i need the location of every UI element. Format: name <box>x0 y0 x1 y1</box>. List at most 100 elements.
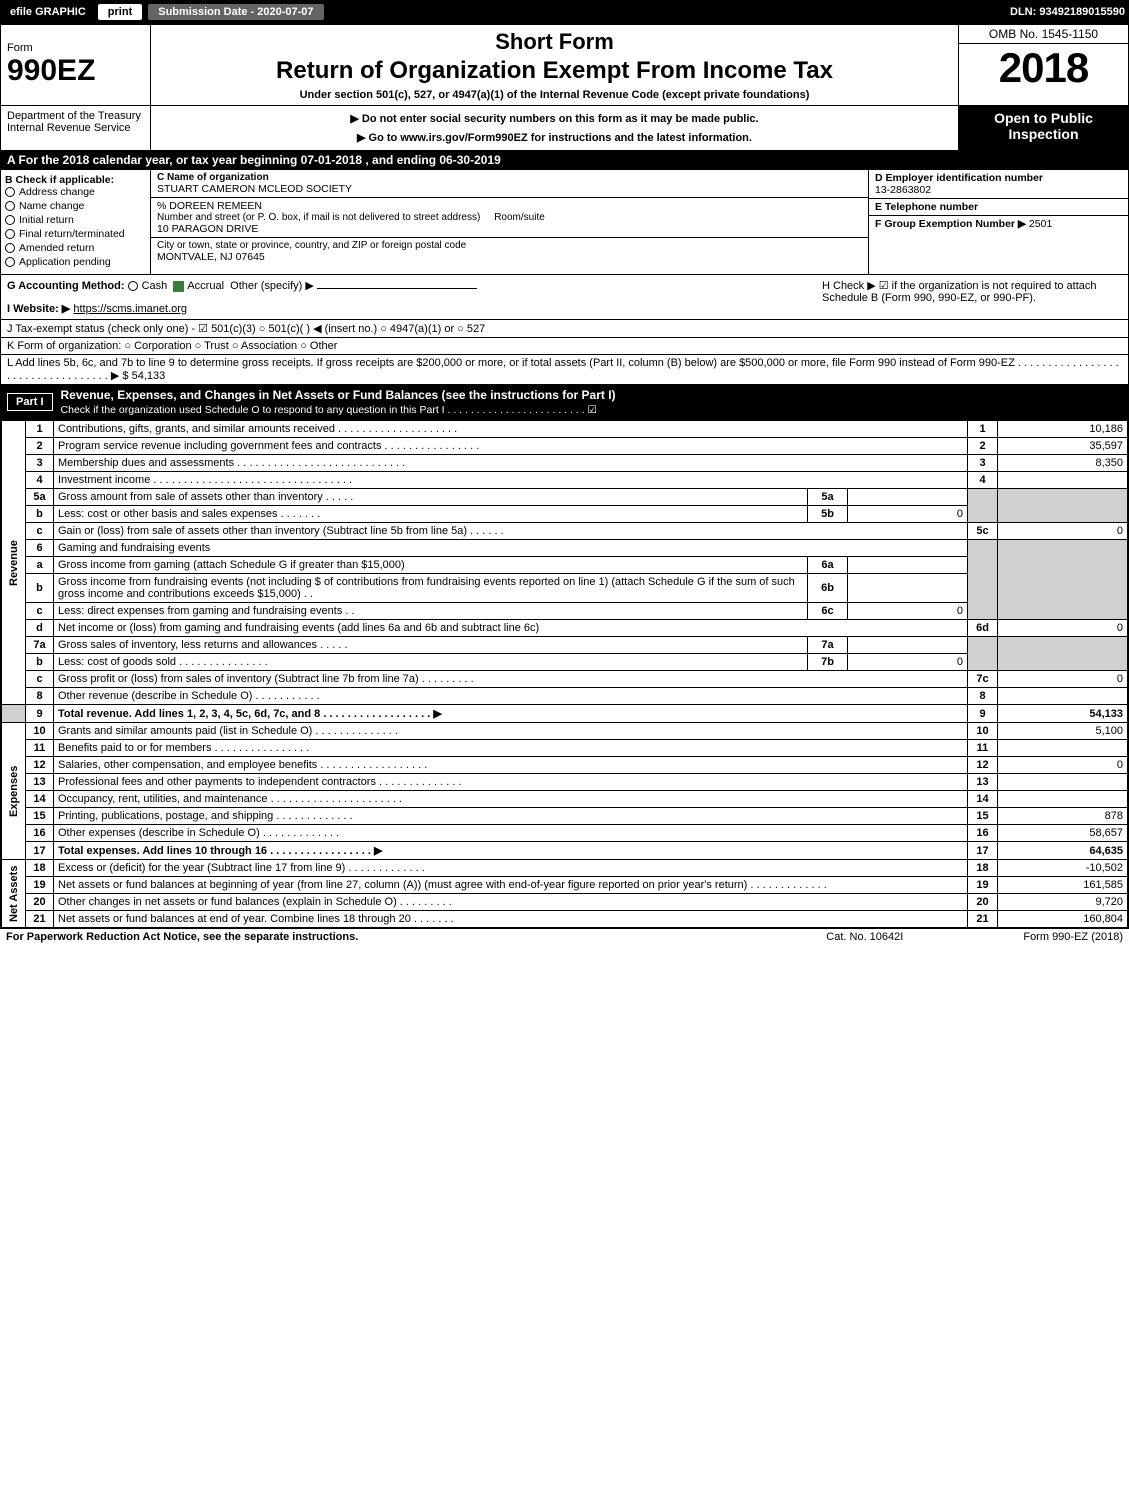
line-4-num: 4 <box>26 472 54 489</box>
line-15-rnum: 15 <box>968 808 998 825</box>
org-name-label: C Name of organization <box>157 172 862 183</box>
line-7c-desc: Gross profit or (loss) from sales of inv… <box>54 671 968 688</box>
street-address: 10 PARAGON DRIVE <box>157 223 862 235</box>
line-8-rnum: 8 <box>968 688 998 705</box>
section-k: K Form of organization: ○ Corporation ○ … <box>1 338 1128 355</box>
line-13-desc: Professional fees and other payments to … <box>54 774 968 791</box>
line-6c-ival: 0 <box>848 603 968 620</box>
line-6b-ival <box>848 574 968 603</box>
dln-number: DLN: 93492189015590 <box>1010 6 1125 18</box>
website-link[interactable]: https://scms.imanet.org <box>73 303 187 315</box>
grey-7ab-val <box>998 637 1128 671</box>
part-i-check-line: Check if the organization used Schedule … <box>61 404 597 416</box>
form-number: 990EZ <box>7 54 144 88</box>
grey-5ab <box>968 489 998 523</box>
line-12-rnum: 12 <box>968 757 998 774</box>
chk-address-change[interactable]: Address change <box>5 186 146 198</box>
line-1-rnum: 1 <box>968 421 998 438</box>
print-button[interactable]: print <box>98 4 142 20</box>
revenue-side-label: Revenue <box>2 421 26 705</box>
ssn-notice: ▶ Do not enter social security numbers o… <box>157 112 952 125</box>
topbar: efile GRAPHIC print Submission Date - 20… <box>0 0 1129 24</box>
line-5c-val: 0 <box>998 523 1128 540</box>
group-exemption-label: F Group Exemption Number ▶ <box>875 218 1026 230</box>
department-box: Department of the Treasury Internal Reve… <box>1 106 151 150</box>
inspection-box: Open to Public Inspection <box>958 106 1128 150</box>
line-19-desc: Net assets or fund balances at beginning… <box>54 877 968 894</box>
line-12-num: 12 <box>26 757 54 774</box>
line-6d-num: d <box>26 620 54 637</box>
accrual-label: Accrual <box>187 280 224 292</box>
city-label: City or town, state or province, country… <box>157 240 862 251</box>
line-12-desc: Salaries, other compensation, and employ… <box>54 757 968 774</box>
street-label: Number and street (or P. O. box, if mail… <box>157 212 480 223</box>
line-16-num: 16 <box>26 825 54 842</box>
header-row-2: Department of the Treasury Internal Reve… <box>1 106 1128 151</box>
section-g: G Accounting Method: Cash Accrual Other … <box>7 279 822 315</box>
notices-box: ▶ Do not enter social security numbers o… <box>151 106 958 150</box>
line-6b-desc: Gross income from fundraising events (no… <box>54 574 808 603</box>
line-11-desc: Benefits paid to or for members . . . . … <box>54 740 968 757</box>
line-1-num: 1 <box>26 421 54 438</box>
line-7b-desc: Less: cost of goods sold . . . . . . . .… <box>54 654 808 671</box>
expenses-side-label: Expenses <box>2 723 26 860</box>
line-5b-desc: Less: cost or other basis and sales expe… <box>54 506 808 523</box>
line-10-rnum: 10 <box>968 723 998 740</box>
chk-application-pending[interactable]: Application pending <box>5 256 146 268</box>
line-2-num: 2 <box>26 438 54 455</box>
line-3-rnum: 3 <box>968 455 998 472</box>
chk-final-return[interactable]: Final return/terminated <box>5 228 146 240</box>
chk-name-change[interactable]: Name change <box>5 200 146 212</box>
line-12-val: 0 <box>998 757 1128 774</box>
section-b-label: B Check if applicable: <box>5 174 146 186</box>
line-11-num: 11 <box>26 740 54 757</box>
submission-date: Submission Date - 2020-07-07 <box>148 4 323 20</box>
line-13-val <box>998 774 1128 791</box>
section-h: H Check ▶ ☑ if the organization is not r… <box>822 279 1122 315</box>
line-1-val: 10,186 <box>998 421 1128 438</box>
line-2-val: 35,597 <box>998 438 1128 455</box>
grey-6abc-val <box>998 540 1128 620</box>
line-2-rnum: 2 <box>968 438 998 455</box>
line-18-desc: Excess or (deficit) for the year (Subtra… <box>54 860 968 877</box>
revenue-total-spacer <box>2 705 26 723</box>
line-11-val <box>998 740 1128 757</box>
line-6c-inum: 6c <box>808 603 848 620</box>
line-7b-ival: 0 <box>848 654 968 671</box>
line-9-desc: Total revenue. Add lines 1, 2, 3, 4, 5c,… <box>54 705 968 723</box>
line-11-rnum: 11 <box>968 740 998 757</box>
line-20-rnum: 20 <box>968 894 998 911</box>
line-21-rnum: 21 <box>968 911 998 928</box>
line-5a-desc: Gross amount from sale of assets other t… <box>54 489 808 506</box>
form-body: Form 990EZ Short Form Return of Organiza… <box>0 24 1129 929</box>
grey-6abc <box>968 540 998 620</box>
part-i-tag: Part I <box>7 393 53 411</box>
chk-initial-return[interactable]: Initial return <box>5 214 146 226</box>
line-8-num: 8 <box>26 688 54 705</box>
accounting-label: G Accounting Method: <box>7 280 125 292</box>
section-b: B Check if applicable: Address change Na… <box>1 170 151 274</box>
omb-number: OMB No. 1545-1150 <box>959 25 1128 44</box>
other-specify-input[interactable] <box>317 288 477 289</box>
line-6c-num: c <box>26 603 54 620</box>
line-6-desc: Gaming and fundraising events <box>54 540 968 557</box>
cash-radio[interactable] <box>128 281 138 291</box>
line-9-rnum: 9 <box>968 705 998 723</box>
grey-7ab <box>968 637 998 671</box>
accrual-check[interactable] <box>173 281 184 292</box>
line-5b-num: b <box>26 506 54 523</box>
line-5a-ival <box>848 489 968 506</box>
line-7a-desc: Gross sales of inventory, less returns a… <box>54 637 808 654</box>
section-def: D Employer identification number 13-2863… <box>868 170 1128 274</box>
inspection-text: Open to Public Inspection <box>994 110 1093 142</box>
line-3-val: 8,350 <box>998 455 1128 472</box>
line-19-rnum: 19 <box>968 877 998 894</box>
line-6a-inum: 6a <box>808 557 848 574</box>
part-i-header: Part I Revenue, Expenses, and Changes in… <box>1 385 1128 420</box>
chk-amended-return[interactable]: Amended return <box>5 242 146 254</box>
line-7a-num: 7a <box>26 637 54 654</box>
tax-year: 2018 <box>959 44 1128 92</box>
line-19-val: 161,585 <box>998 877 1128 894</box>
city-state-zip: MONTVALE, NJ 07645 <box>157 251 862 263</box>
line-15-desc: Printing, publications, postage, and shi… <box>54 808 968 825</box>
